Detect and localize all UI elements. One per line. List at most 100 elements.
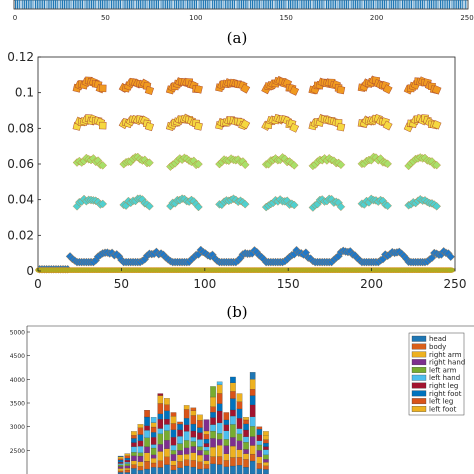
panel-a-bar [141, 0, 143, 9]
panel-a-bar [452, 0, 454, 9]
panel-c-bar-segment [137, 427, 144, 435]
panel-c-legend-label: right foot [429, 390, 462, 398]
panel-a-bar [336, 0, 339, 9]
panel-a-bar [47, 0, 49, 9]
panel-c-legend-label: head [429, 335, 446, 343]
panel-a-bar [87, 0, 89, 9]
panel-a-x-tick-label: 150 [280, 14, 293, 22]
panel-a-bar [213, 0, 216, 9]
panel-b-point [289, 122, 300, 133]
panel-a-bar [33, 0, 35, 9]
panel-c-bar-segment [249, 379, 256, 390]
panel-c-bar-segment [164, 440, 170, 449]
panel-a-x-tick-label: 50 [101, 14, 110, 22]
panel-a-bar [465, 0, 467, 9]
panel-a-bar [248, 0, 250, 9]
panel-b-x-tick-label: 200 [360, 277, 383, 291]
panel-c-bar-segment [210, 446, 216, 457]
panel-a-bar [168, 0, 170, 9]
panel-b-x-tick-label: 50 [114, 277, 129, 291]
panel-a-bar [71, 0, 73, 9]
panel-c-bar-segment [243, 467, 249, 474]
panel-c-bar-segment [164, 418, 170, 425]
panel-a-bar [31, 0, 33, 9]
panel-c-bar-segment [150, 454, 157, 459]
panel-c-bar-segment [157, 444, 164, 452]
panel-c-bar-segment [243, 449, 249, 454]
panel-c-bar-segment [230, 382, 236, 392]
panel-c-bar-segment [249, 389, 256, 396]
panel-c-bar-segment [164, 404, 170, 411]
panel-a-bar [369, 0, 371, 9]
panel-c-legend-label: right arm [429, 351, 462, 359]
panel-a-bar [423, 0, 425, 9]
panel-c-legend-label: right leg [429, 382, 458, 390]
panel-a-bar [45, 0, 47, 9]
panel-a-bar [412, 0, 414, 9]
panel-a-bar [148, 0, 150, 9]
panel-c-legend-label: left foot [429, 405, 457, 413]
panel-a-bar [418, 0, 420, 9]
panel-a-bar [419, 0, 422, 9]
panel-c-bar-segment [210, 386, 216, 398]
panel-a-bar [329, 0, 331, 9]
panel-c-legend-swatch [411, 367, 427, 373]
panel-c-bar-segment [223, 430, 230, 440]
panel-a-bar [67, 0, 69, 9]
panel-a-bar [170, 0, 172, 9]
panel-c-bar-segment [263, 431, 269, 436]
panel-c-bar-segment [164, 410, 170, 420]
panel-b-point [336, 122, 346, 132]
panel-b-point [240, 119, 251, 130]
panel-a-bar [134, 0, 136, 9]
panel-c-bar-segment [216, 393, 223, 404]
panel-c-bar-segment [230, 391, 236, 399]
panel-c-bar-segment [190, 452, 197, 461]
panel-c-bar-segment [157, 467, 164, 474]
panel-c-bar-segment [144, 410, 150, 418]
panel-a-bar [253, 0, 255, 9]
panel-c-bar-segment [131, 460, 137, 465]
panel-c-bar-segment [203, 430, 210, 435]
panel-c-bar-segment [223, 466, 230, 474]
panel-c-legend-swatch [411, 382, 427, 389]
panel-a-bar [181, 0, 183, 9]
panel-c-bar-segment [230, 437, 236, 447]
panel-c-bar-segment [263, 439, 269, 444]
panel-c-bar-segment [230, 445, 236, 458]
panel-a-bar [363, 0, 366, 9]
panel-c-bar-segment [183, 431, 190, 441]
panel-c-bar-segment [203, 464, 210, 469]
panel-c-bar-segment [243, 436, 249, 443]
panel-c-bar-segment [170, 460, 177, 466]
panel-a-bar [382, 0, 384, 9]
panel-c-bar-segment [210, 396, 216, 407]
panel-a-bar [83, 0, 85, 9]
panel-c-legend-swatch [411, 398, 427, 405]
panel-c-bar-segment [210, 406, 216, 413]
panel-c-bar-segment [210, 424, 216, 432]
panel-a-bar [175, 0, 178, 9]
panel-a-bar [54, 0, 56, 9]
panel-b-point [145, 201, 154, 211]
panel-c-bar-segment [216, 445, 223, 457]
panel-c-bar-segment [150, 462, 157, 468]
panel-a-bar [340, 0, 342, 9]
panel-a-bar [112, 0, 114, 9]
panel-c-bar-segment [170, 423, 177, 430]
panel-a-bar [400, 0, 402, 9]
panel-a-bar [360, 0, 362, 9]
panel-c-bar-segment [170, 469, 177, 474]
panel-a-bar [304, 0, 306, 9]
panel-a-bar [372, 0, 375, 9]
panel-c-bar-segment [170, 450, 177, 455]
panel-c-legend-swatch [411, 343, 427, 350]
panel-a-bar [394, 0, 396, 9]
panel-c-bar-segment [164, 430, 170, 441]
panel-c-bar-segment [197, 420, 203, 428]
panel-c-bar-segment [210, 417, 216, 425]
panel-a-bar [69, 0, 71, 9]
panel-a-bar [280, 0, 282, 9]
panel-b-point [289, 200, 299, 210]
